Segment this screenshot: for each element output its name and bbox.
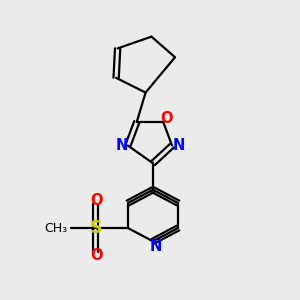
Text: S: S — [89, 219, 102, 237]
Text: O: O — [160, 111, 173, 126]
Text: N: N — [172, 138, 185, 153]
Text: O: O — [91, 248, 103, 262]
Text: N: N — [115, 138, 128, 153]
Text: CH₃: CH₃ — [44, 221, 67, 235]
Text: N: N — [150, 239, 162, 254]
Text: O: O — [91, 194, 103, 208]
